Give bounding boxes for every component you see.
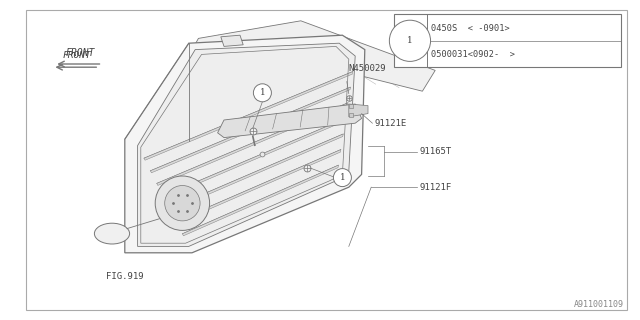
Circle shape bbox=[155, 176, 209, 230]
Text: A911001109: A911001109 bbox=[574, 300, 624, 309]
Text: FIG.919: FIG.919 bbox=[106, 272, 143, 281]
Polygon shape bbox=[150, 87, 351, 173]
Text: FRONT: FRONT bbox=[63, 52, 91, 60]
Circle shape bbox=[253, 84, 271, 102]
Polygon shape bbox=[163, 118, 346, 198]
Polygon shape bbox=[189, 21, 435, 91]
Text: 0500031<0902-  >: 0500031<0902- > bbox=[431, 50, 515, 59]
Polygon shape bbox=[138, 43, 355, 246]
Text: FRONT: FRONT bbox=[65, 48, 95, 58]
Text: 91121E: 91121E bbox=[374, 119, 406, 128]
Text: 1: 1 bbox=[260, 88, 265, 97]
Polygon shape bbox=[176, 149, 341, 223]
Polygon shape bbox=[349, 104, 368, 117]
Ellipse shape bbox=[95, 223, 129, 244]
Text: 1: 1 bbox=[340, 173, 345, 182]
Polygon shape bbox=[144, 72, 353, 160]
Text: N450029: N450029 bbox=[349, 64, 387, 73]
Text: 91165T: 91165T bbox=[419, 148, 451, 156]
Polygon shape bbox=[125, 35, 365, 253]
Circle shape bbox=[164, 186, 200, 221]
Circle shape bbox=[333, 169, 351, 187]
Text: 1: 1 bbox=[407, 36, 413, 45]
Polygon shape bbox=[157, 103, 348, 185]
Text: 0450S  < -0901>: 0450S < -0901> bbox=[431, 24, 509, 33]
Bar bbox=[394, 14, 621, 67]
Circle shape bbox=[389, 20, 431, 61]
Polygon shape bbox=[218, 104, 362, 138]
Polygon shape bbox=[221, 35, 243, 46]
Polygon shape bbox=[182, 165, 339, 236]
Text: 91121F: 91121F bbox=[419, 183, 451, 192]
Polygon shape bbox=[170, 134, 343, 211]
